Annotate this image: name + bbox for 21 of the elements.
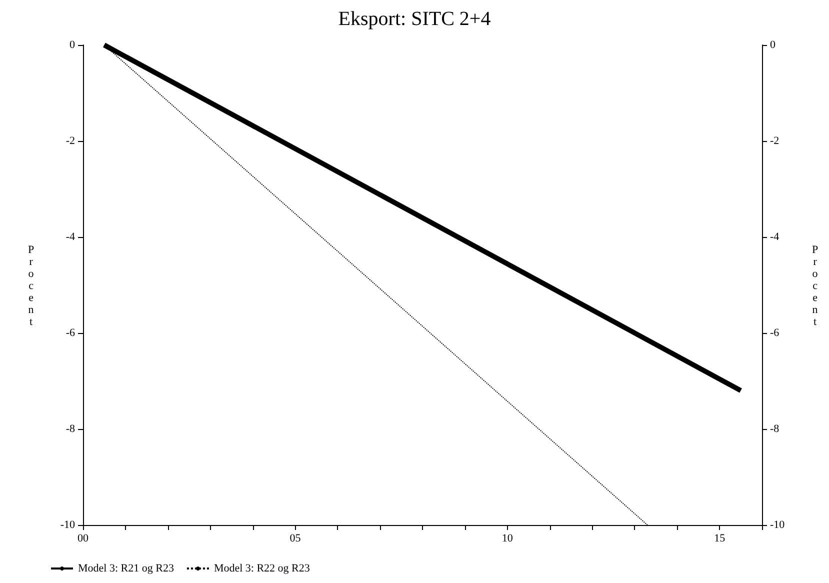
y2-tick-label: 0: [770, 39, 776, 51]
x-tick-label: 15: [714, 532, 726, 544]
y-tick-label: -2: [66, 135, 75, 147]
y2-axis-title: Procent: [812, 244, 818, 328]
y2-tick-label: -2: [770, 135, 780, 147]
y2-tick-label: -10: [770, 519, 786, 531]
y-tick-label: -10: [60, 519, 76, 531]
y-axis-title: Procent: [28, 244, 34, 328]
x-tick-label: 05: [290, 532, 302, 544]
legend-label: Model 3: R22 og R23: [214, 562, 310, 574]
x-tick-label: 10: [502, 532, 514, 544]
legend-label: Model 3: R21 og R23: [78, 562, 174, 574]
y-tick-label: -6: [66, 327, 76, 339]
y2-tick-label: -4: [770, 231, 780, 243]
x-tick-label: 00: [78, 532, 89, 544]
y2-tick-label: -6: [770, 327, 780, 339]
y-tick-label: 0: [70, 39, 76, 51]
chart-title: Eksport: SITC 2+4: [338, 8, 491, 30]
y-tick-label: -4: [66, 231, 76, 243]
y-tick-label: -8: [66, 423, 76, 435]
y2-tick-label: -8: [770, 423, 780, 435]
